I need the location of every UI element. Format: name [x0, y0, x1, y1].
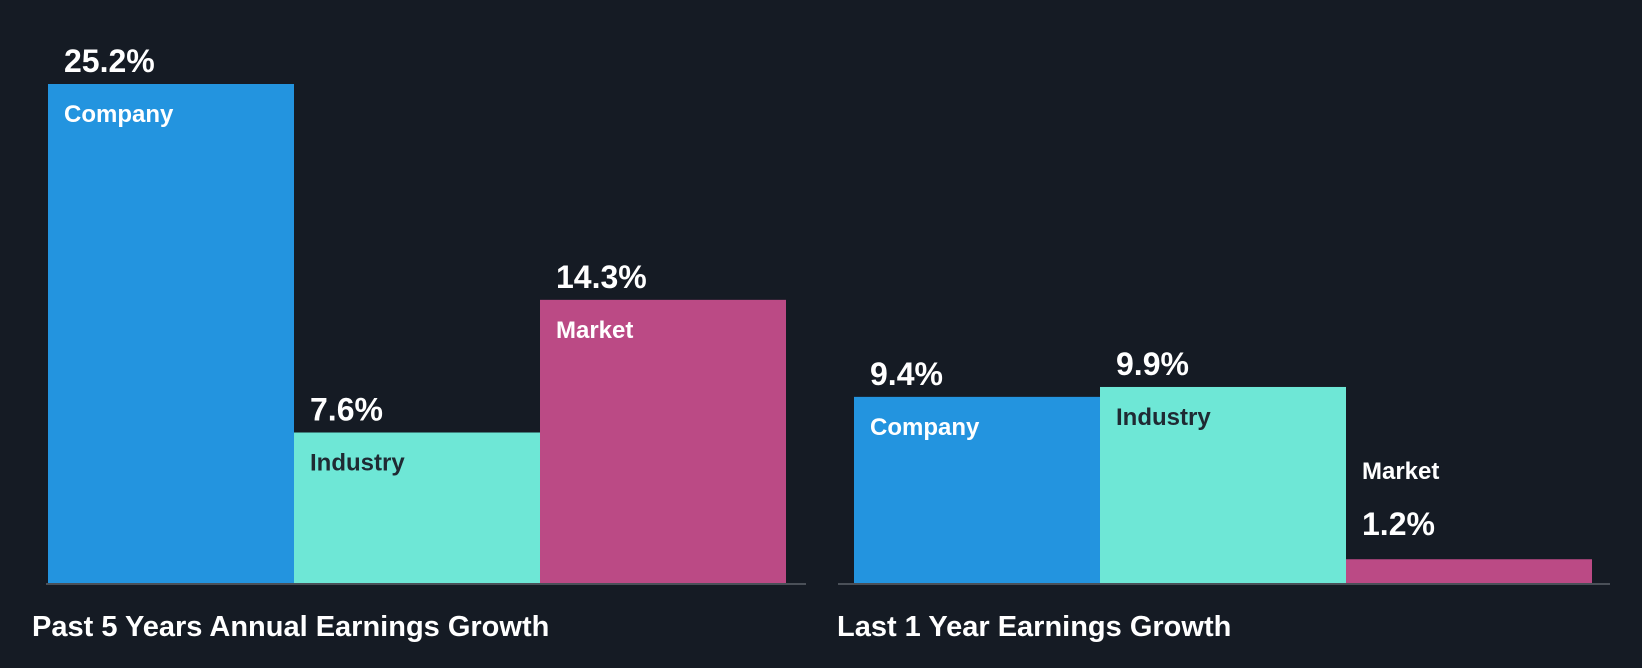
- category-label-market: Market: [1362, 458, 1439, 485]
- value-label-industry: 7.6%: [310, 392, 383, 428]
- bar-industry: [1100, 386, 1346, 583]
- value-label-company: 9.4%: [870, 356, 943, 392]
- bar-market: [1346, 559, 1592, 583]
- bar-company: [854, 396, 1100, 583]
- bar-market: [540, 299, 786, 583]
- category-label-company: Company: [870, 414, 980, 441]
- chart-panels: 25.2% Company 7.6% Industry 14.3% Market Past …: [32, 43, 1610, 643]
- category-label-industry: Industry: [310, 450, 405, 477]
- bar-industry: [294, 432, 540, 583]
- chart-panel-2: 9.4% Company 9.9% Industry 1.2% Market Last 1 …: [837, 346, 1610, 643]
- value-label-industry: 9.9%: [1116, 346, 1189, 382]
- chart-title: Past 5 Years Annual Earnings Growth: [32, 611, 549, 643]
- chart-panel-1: 25.2% Company 7.6% Industry 14.3% Market Past …: [32, 43, 806, 643]
- category-label-market: Market: [556, 317, 633, 344]
- value-label-market: 14.3%: [556, 259, 647, 295]
- category-label-company: Company: [64, 101, 174, 128]
- bar-company: [48, 84, 294, 583]
- value-label-company: 25.2%: [64, 43, 155, 79]
- category-label-industry: Industry: [1116, 404, 1211, 431]
- value-label-market: 1.2%: [1362, 506, 1435, 542]
- chart-title: Last 1 Year Earnings Growth: [837, 611, 1231, 643]
